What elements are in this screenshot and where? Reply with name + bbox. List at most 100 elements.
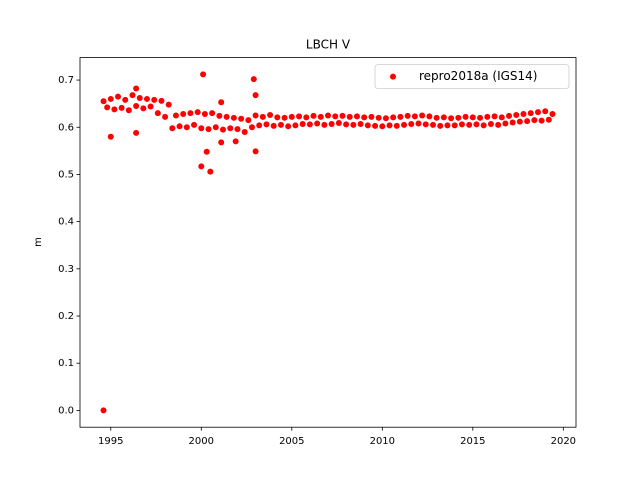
point (136, 94, 143, 101)
point (310, 112, 317, 119)
point (296, 113, 303, 120)
y-tick-label: 0.7 (58, 75, 74, 86)
y-tick-label: 0.3 (58, 264, 74, 275)
x-tick-label: 2000 (189, 436, 214, 447)
point (270, 122, 277, 129)
point (133, 85, 140, 92)
point (448, 115, 455, 122)
point (104, 104, 111, 111)
chart-title: LBCH V (306, 38, 351, 52)
point (495, 121, 502, 128)
point (527, 110, 534, 117)
point (151, 96, 158, 103)
point (343, 121, 350, 128)
y-tick-label: 0.2 (58, 311, 74, 322)
point (491, 113, 498, 120)
point (165, 101, 172, 108)
point (191, 121, 198, 128)
point (147, 103, 154, 110)
point (230, 114, 237, 121)
point (218, 139, 225, 146)
point (335, 120, 342, 127)
point (299, 120, 306, 127)
point (263, 121, 270, 128)
point (545, 116, 552, 123)
point (232, 138, 239, 145)
point (292, 122, 299, 129)
plot-frame (79, 57, 577, 428)
point (252, 92, 259, 99)
point (303, 114, 310, 121)
y-tick-label: 0.4 (58, 217, 74, 228)
point (176, 123, 183, 130)
point (107, 133, 114, 140)
point (379, 123, 386, 130)
point (455, 114, 462, 121)
point (382, 115, 389, 122)
point (440, 114, 447, 121)
legend-label: repro2018a (IGS14) (419, 69, 537, 83)
point (201, 111, 208, 118)
point (437, 122, 444, 129)
point (466, 121, 473, 128)
legend-box (374, 64, 570, 89)
point (154, 110, 161, 117)
point (419, 112, 426, 119)
y-tick-label: 0.6 (58, 122, 74, 133)
point (122, 96, 129, 103)
y-tick-label: 0.0 (58, 405, 74, 416)
point (397, 113, 404, 120)
point (115, 93, 122, 100)
point (422, 121, 429, 128)
point (516, 118, 523, 125)
point (477, 114, 484, 121)
point (357, 120, 364, 127)
point (524, 118, 531, 125)
point (212, 124, 219, 131)
point (520, 111, 527, 118)
point (502, 120, 509, 127)
y-axis-label: m (33, 237, 44, 247)
point (285, 123, 292, 130)
point (129, 92, 136, 99)
point (252, 148, 259, 155)
point (234, 126, 241, 133)
point (306, 121, 313, 128)
point (187, 110, 194, 117)
point (194, 109, 201, 116)
point (223, 113, 230, 120)
point (218, 99, 225, 106)
point (361, 114, 368, 121)
legend-marker (390, 73, 396, 80)
y-tick-label: 0.5 (58, 169, 74, 180)
point (401, 121, 408, 128)
point (241, 128, 248, 135)
point (393, 122, 400, 129)
point (325, 112, 331, 119)
point (332, 113, 339, 120)
point (451, 122, 458, 129)
point (498, 114, 505, 121)
point (321, 121, 328, 128)
point (107, 95, 114, 102)
point (411, 113, 418, 120)
x-tick-label: 1995 (98, 436, 123, 447)
point (415, 120, 422, 127)
point (227, 125, 234, 132)
point (408, 120, 415, 127)
point (281, 114, 288, 121)
point (506, 112, 513, 119)
point (426, 113, 433, 120)
point (444, 122, 451, 129)
point (484, 113, 491, 120)
point (250, 76, 257, 83)
point (534, 109, 541, 116)
point (198, 125, 205, 132)
x-tick-label: 2020 (551, 436, 576, 447)
point (198, 163, 205, 170)
point (172, 112, 179, 119)
point (203, 148, 210, 155)
point (125, 107, 132, 114)
point (133, 103, 140, 110)
